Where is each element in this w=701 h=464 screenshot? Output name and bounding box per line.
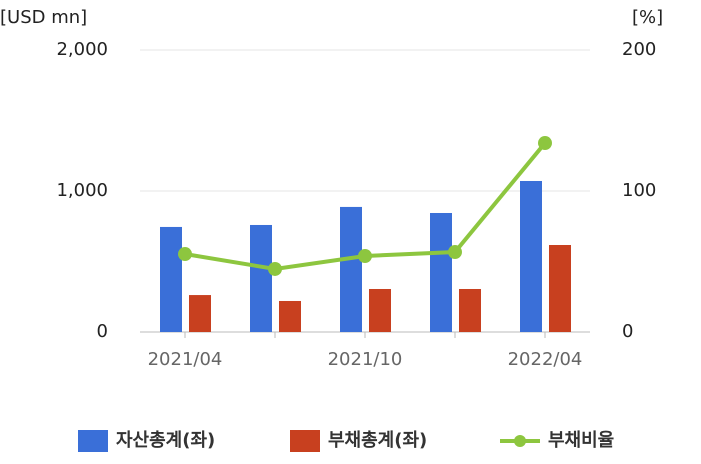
y-tick-label: 2,000: [56, 39, 108, 60]
line-point: [358, 249, 372, 264]
y2-tick-label: 200: [622, 39, 656, 60]
y2-tick-label: 0: [622, 321, 633, 342]
legend-label: 부채비율: [548, 430, 614, 451]
legend-marker: [514, 435, 526, 447]
bar: [549, 245, 571, 332]
y2-tick-label: 100: [622, 180, 656, 201]
bar: [459, 288, 481, 332]
bar: [250, 224, 272, 332]
legend-swatch: [78, 430, 108, 452]
bar: [430, 212, 452, 332]
y-tick-label: 0: [97, 321, 108, 342]
x-tick-label: 2021/10: [328, 349, 403, 370]
y-tick-label: 1,000: [56, 180, 108, 201]
bar: [369, 288, 391, 332]
bar: [279, 300, 301, 332]
x-tick-label: 2021/04: [148, 349, 223, 370]
x-tick-label: 2022/04: [508, 349, 583, 370]
bar: [189, 295, 211, 332]
bar: [520, 180, 542, 332]
line-point: [538, 136, 552, 151]
legend-swatch: [290, 430, 320, 452]
line-point: [178, 247, 192, 262]
legend-label: 자산총계(좌): [116, 430, 215, 451]
legend-label: 부채총계(좌): [328, 430, 427, 451]
line-point: [268, 261, 282, 276]
bar: [160, 226, 182, 332]
line-point: [448, 245, 462, 260]
y2-axis-label: [%]: [632, 7, 663, 28]
y-axis-label: [USD mn]: [0, 7, 87, 28]
bar: [340, 206, 362, 332]
